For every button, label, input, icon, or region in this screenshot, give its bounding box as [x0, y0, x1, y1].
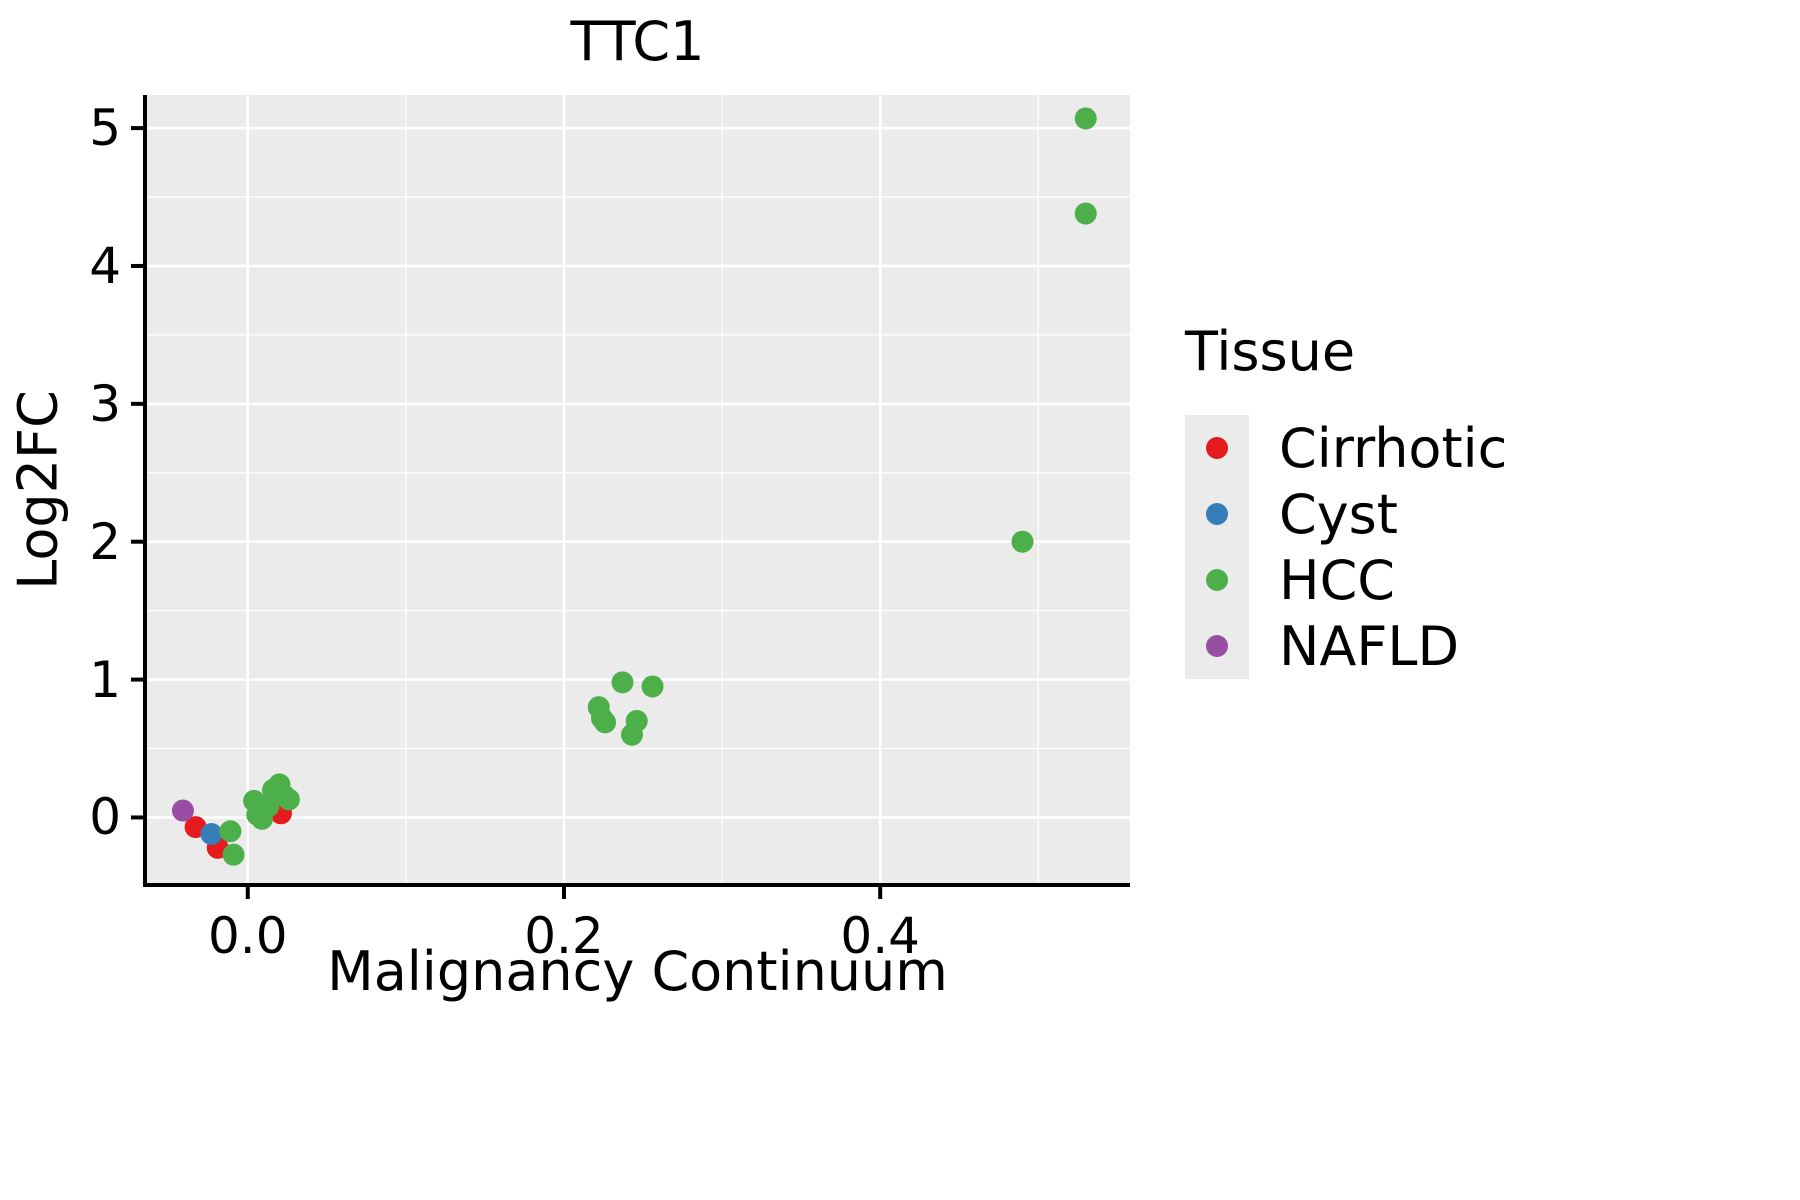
- data-point-hcc: [611, 671, 634, 694]
- data-point-hcc: [1074, 107, 1097, 130]
- legend-label: NAFLD: [1279, 614, 1460, 678]
- legend-key: [1185, 481, 1249, 547]
- y-tick-label: 4: [89, 236, 121, 295]
- legend: Tissue Cirrhotic Cyst HCC: [1185, 320, 1507, 679]
- data-point-hcc: [641, 675, 664, 698]
- data-point-hcc: [277, 788, 300, 811]
- legend-title: Tissue: [1185, 320, 1356, 383]
- legend-label: HCC: [1279, 548, 1396, 612]
- plot-area-svg: [131, 95, 1130, 899]
- data-point-hcc: [1011, 530, 1034, 553]
- panel-background: [145, 95, 1130, 885]
- data-point-hcc: [222, 843, 245, 866]
- data-point-nafld: [171, 799, 194, 822]
- nafld-dot-icon: [1206, 635, 1228, 657]
- data-point-hcc: [219, 820, 242, 843]
- cirrhotic-dot-icon: [1206, 437, 1228, 459]
- legend-item-hcc: HCC: [1185, 547, 1507, 613]
- y-tick-label: 3: [89, 374, 121, 433]
- legend-item-cyst: Cyst: [1185, 481, 1507, 547]
- data-point-hcc: [625, 709, 648, 732]
- data-point-hcc: [594, 711, 617, 734]
- x-tick-label: 0.0: [208, 907, 288, 965]
- data-point-hcc: [257, 795, 280, 818]
- hcc-dot-icon: [1206, 569, 1228, 591]
- y-tick-label: 0: [89, 788, 121, 847]
- x-tick-label: 0.4: [840, 907, 920, 965]
- x-axis-label: Malignancy Continuum: [327, 940, 948, 1003]
- legend-item-cirrhotic: Cirrhotic: [1185, 415, 1507, 481]
- y-tick-label: 1: [89, 650, 121, 709]
- cyst-dot-icon: [1206, 503, 1228, 525]
- legend-items: Cirrhotic Cyst HCC NAFLD: [1185, 415, 1507, 679]
- chart-title: TTC1: [570, 10, 705, 73]
- legend-key: [1185, 415, 1249, 481]
- data-point-hcc: [1074, 202, 1097, 225]
- legend-label: Cyst: [1279, 482, 1398, 546]
- legend-key: [1185, 613, 1249, 679]
- x-tick-label: 0.2: [524, 907, 604, 965]
- y-tick-label: 5: [89, 99, 121, 158]
- legend-item-nafld: NAFLD: [1185, 613, 1507, 679]
- plot-panel: [131, 95, 1130, 899]
- y-tick-label: 2: [89, 512, 121, 571]
- data-point-cyst: [200, 822, 223, 845]
- legend-key: [1185, 547, 1249, 613]
- legend-label: Cirrhotic: [1279, 416, 1508, 480]
